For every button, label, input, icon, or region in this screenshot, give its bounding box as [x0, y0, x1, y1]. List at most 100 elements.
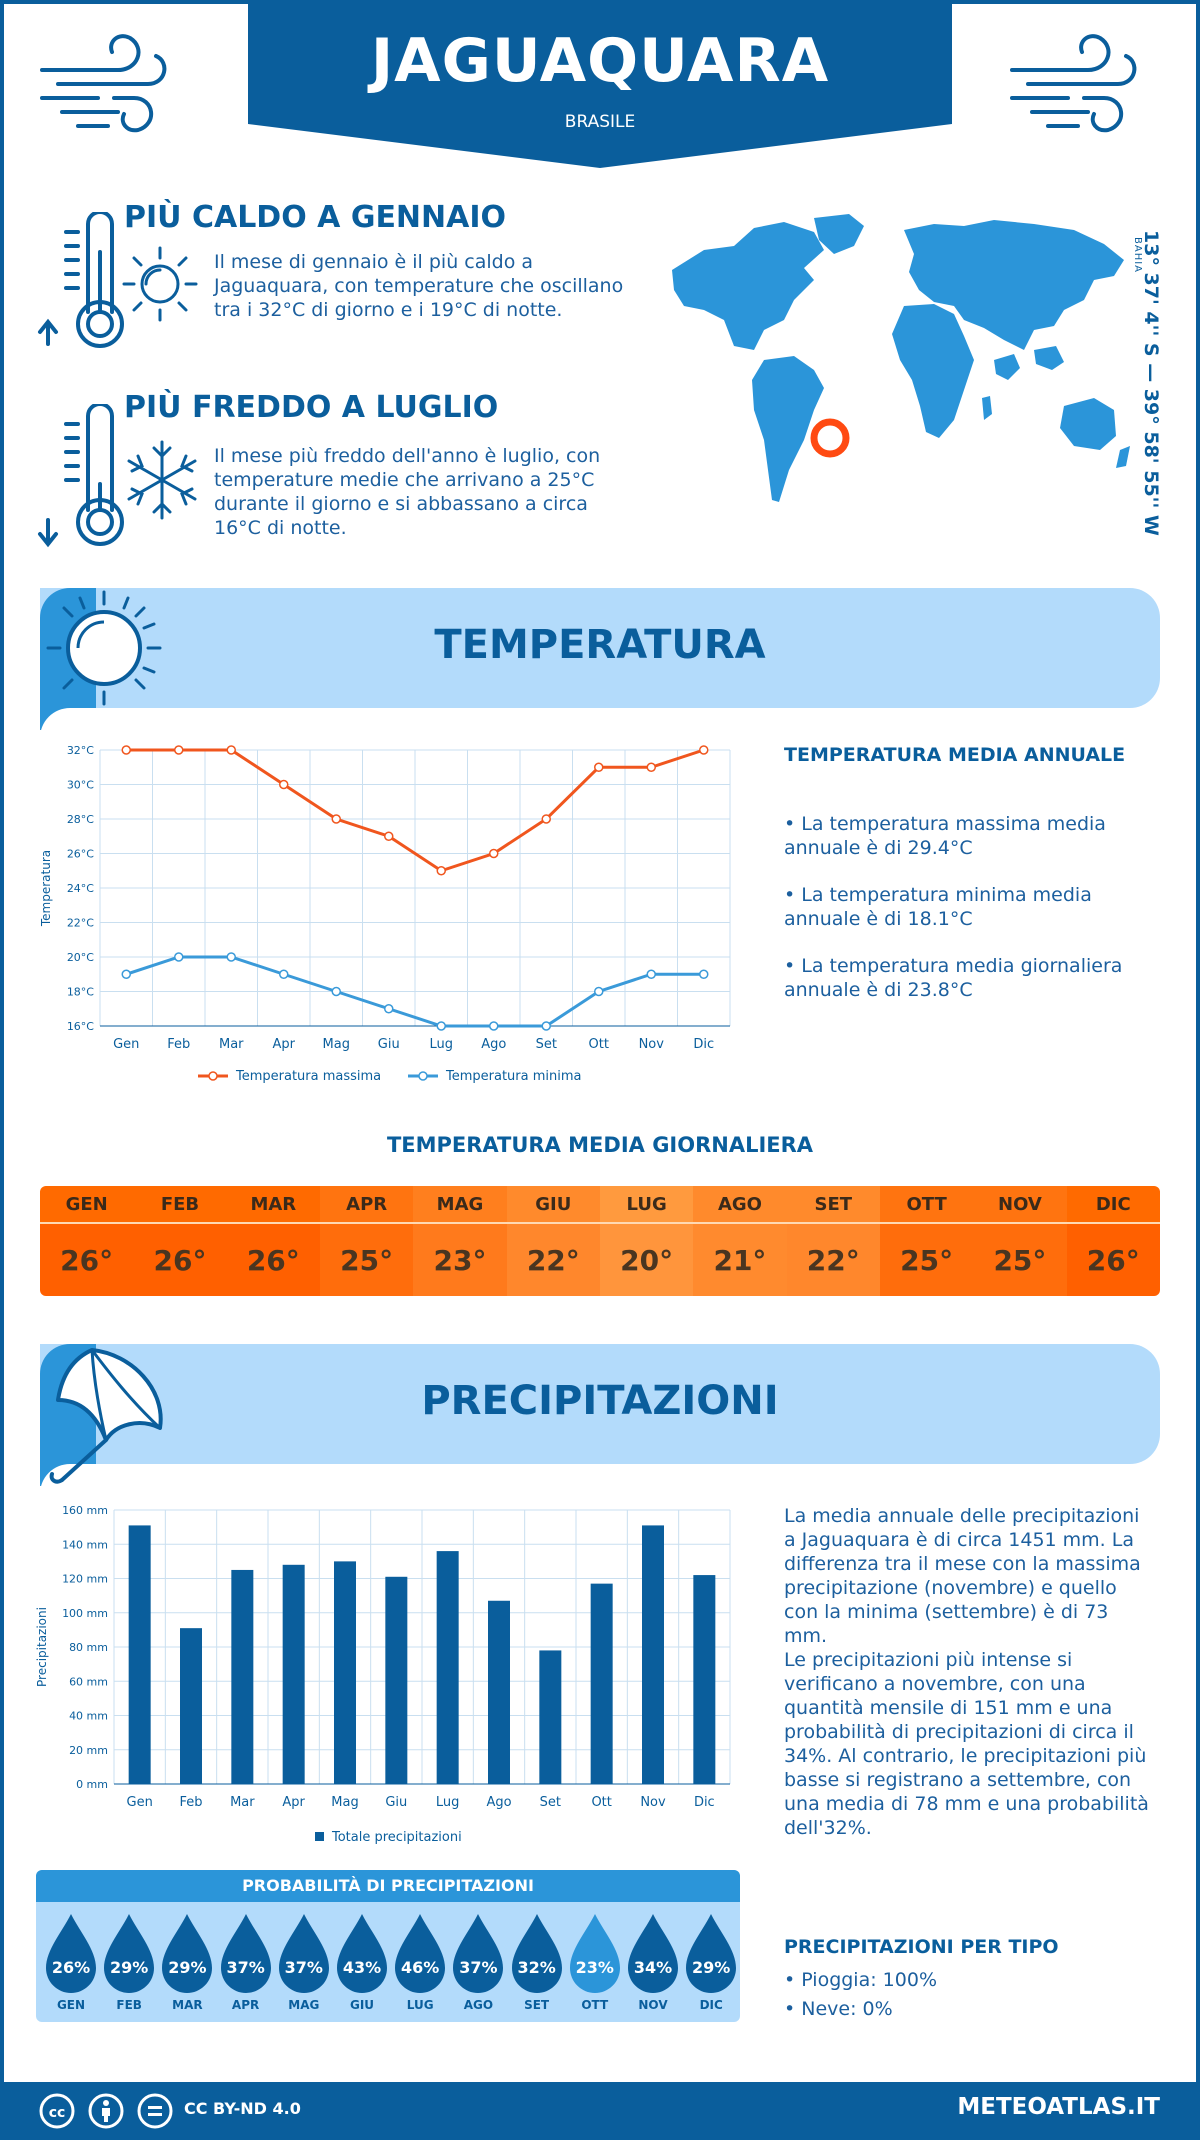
precip-type-title: PRECIPITAZIONI PER TIPO — [784, 1936, 1059, 1958]
probability-value: 37% — [459, 1958, 498, 1977]
license-text: CC BY-ND 4.0 — [184, 2099, 301, 2118]
temperature-summary-item: • La temperatura massima media annuale è… — [784, 813, 1106, 859]
data-point — [331, 986, 341, 997]
daily-temperature-value: 23° — [413, 1224, 507, 1296]
y-tick-label: 20°C — [67, 951, 94, 964]
probability-drop: 43% GIU — [333, 1912, 391, 2022]
precip-type-snow: • Neve: 0% — [784, 1998, 893, 2020]
daily-month-label: APR — [319, 1186, 414, 1224]
probability-drop: 29% DIC — [682, 1912, 740, 2022]
daily-temperature-value: 26° — [1066, 1224, 1160, 1296]
daily-column: AGO 21° — [693, 1186, 787, 1296]
license-icons: cc — [39, 2093, 173, 2129]
data-point — [489, 848, 499, 859]
x-tick-label: Ago — [486, 1795, 511, 1810]
wind-icon — [40, 34, 167, 133]
y-tick-label: 16°C — [67, 1020, 94, 1033]
daily-month-label: GEN — [40, 1186, 134, 1224]
probability-drop: 34% NOV — [624, 1912, 682, 2022]
probability-value: 23% — [575, 1958, 614, 1977]
daily-column: DIC 26° — [1066, 1186, 1160, 1296]
svg-text:cc: cc — [49, 2105, 66, 2121]
precipitation-bar — [282, 1564, 305, 1784]
x-tick-label: Mar — [230, 1795, 255, 1810]
data-point — [541, 814, 551, 824]
raindrop-icon — [46, 1914, 96, 1993]
daily-month-label: SET — [786, 1186, 880, 1224]
x-tick-label: Lug — [436, 1795, 460, 1810]
site-link[interactable]: METEOATLAS.IT — [957, 2094, 1160, 2120]
probability-month: DIC — [699, 1998, 723, 2012]
precipitation-summary-para1: La media annuale delle precipitazioni a … — [784, 1505, 1141, 1647]
data-point — [436, 1021, 446, 1031]
daily-month-label: AGO — [693, 1186, 787, 1224]
raindrop-icon — [278, 1914, 329, 1993]
daily-temperature-value: 26° — [133, 1224, 227, 1296]
legend-marker — [418, 1071, 428, 1081]
y-tick-label: 140 mm — [62, 1538, 108, 1551]
probability-month: AGO — [463, 1998, 494, 2012]
data-point — [174, 952, 184, 962]
coordinates: 13° 37' 4'' S — 39° 58' 55'' W — [1140, 230, 1162, 536]
umbrella-band-icon — [40, 1344, 163, 1486]
probability-value: 29% — [110, 1958, 149, 1977]
data-point — [121, 745, 131, 755]
x-tick-label: Apr — [282, 1795, 305, 1810]
raindrop-icon — [104, 1914, 155, 1993]
probability-month: APR — [231, 1998, 260, 2012]
legend-label: Temperatura massima — [235, 1069, 381, 1084]
daily-temperature-value: 25° — [973, 1224, 1067, 1296]
daily-temperature-title: TEMPERATURA MEDIA GIORNALIERA — [386, 1133, 814, 1157]
precipitation-bar — [385, 1576, 408, 1784]
probability-value: 26% — [51, 1958, 91, 1977]
temperature-summary-title: TEMPERATURA MEDIA ANNUALE — [784, 744, 1126, 766]
probability-drop: 29% MAR — [158, 1912, 216, 2022]
data-point — [226, 952, 236, 962]
temperature-summary-item: • La temperatura media giornaliera annua… — [784, 955, 1123, 1001]
probability-drop: 46% LUG — [391, 1912, 449, 2022]
raindrop-icon — [220, 1914, 271, 1993]
probability-value: 37% — [226, 1958, 265, 1977]
legend-marker — [315, 1832, 324, 1841]
precipitation-bar — [231, 1569, 254, 1784]
country-subtitle: BRASILE — [564, 112, 636, 132]
data-point — [594, 986, 604, 997]
precipitation-bar — [436, 1551, 459, 1784]
data-point — [594, 762, 604, 772]
daily-month-label: DIC — [1066, 1186, 1160, 1224]
precipitation-bar — [180, 1628, 202, 1784]
precipitation-bar — [539, 1650, 562, 1784]
data-point — [699, 969, 709, 979]
precipitation-probability-box: PROBABILITÀ DI PRECIPITAZIONI 26% GEN 29% F… — [36, 1870, 740, 2022]
probability-month: NOV — [638, 1998, 668, 2012]
daily-month-label: MAR — [226, 1186, 320, 1224]
hot-month-title: PIÙ CALDO A GENNAIO — [124, 200, 507, 235]
data-point — [489, 1021, 499, 1031]
x-tick-label: Set — [536, 1037, 557, 1052]
x-tick-label: Mag — [331, 1795, 358, 1810]
daily-month-label: FEB — [133, 1186, 227, 1224]
daily-column: GIU 22° — [506, 1186, 600, 1296]
temperature-chart: 16°C 18°C 20°C 22°C 24°C 26°C 28°C 30°C 32°C Gen F… — [39, 744, 731, 1084]
daily-temperature-value: 26° — [226, 1224, 320, 1296]
daily-temperature-value: 22° — [506, 1224, 600, 1296]
x-tick-label: Feb — [179, 1795, 202, 1810]
y-tick-label: 30°C — [67, 779, 94, 792]
precipitation-bar — [693, 1575, 716, 1784]
y-tick-label: 24°C — [67, 882, 94, 895]
x-tick-label: Ott — [589, 1037, 609, 1052]
daily-temperature-value: 26° — [40, 1224, 134, 1296]
precipitation-chart: 0 mm 20 mm 40 mm 60 mm 80 mm 100 mm 120 mm 140 … — [35, 1504, 731, 1845]
x-tick-label: Gen — [113, 1037, 139, 1052]
sun-icon — [122, 246, 198, 322]
daily-temperature-value: 25° — [319, 1224, 414, 1296]
x-tick-label: Ago — [481, 1037, 506, 1052]
y-tick-label: 60 mm — [69, 1675, 108, 1688]
precipitation-bar — [488, 1600, 510, 1784]
data-point — [226, 745, 236, 755]
cold-month-text: Il mese più freddo dell'anno è luglio, c… — [214, 445, 601, 539]
daily-temperature-value: 20° — [599, 1224, 694, 1296]
legend-label: Temperatura minima — [445, 1069, 582, 1084]
data-point — [699, 745, 709, 755]
series-line-min — [125, 955, 704, 1028]
